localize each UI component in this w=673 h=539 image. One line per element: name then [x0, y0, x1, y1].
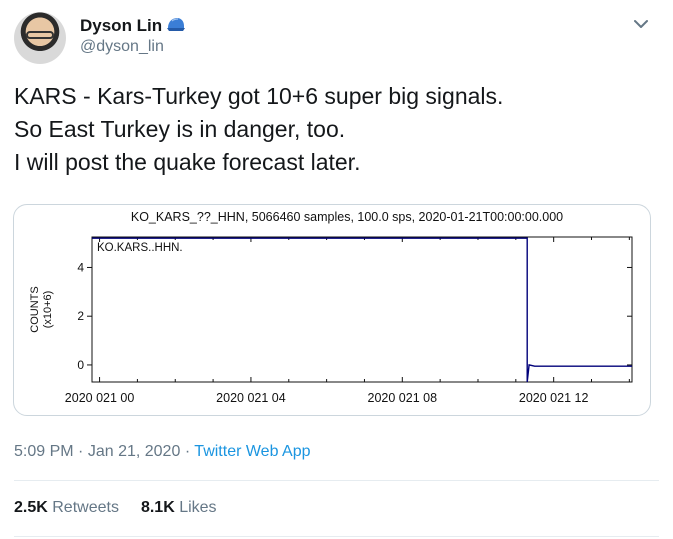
series-line [92, 237, 632, 383]
likes-count: 8.1K [140, 499, 175, 516]
divider [14, 536, 659, 537]
likes-stat[interactable]: 8.1K Likes [141, 499, 217, 516]
y-tick-label: 2 [77, 309, 84, 323]
seismogram-chart: KO_KARS_??_HHN, 5066460 samples, 100.0 s… [29, 210, 633, 405]
y-ticks: 0 2 4 [77, 260, 632, 372]
x-ticks: 2020 021 00 2020 021 04 2020 021 08 2020 02… [65, 237, 630, 405]
x-tick-label: 2020 021 04 [216, 391, 286, 405]
chevron-down-icon[interactable] [631, 14, 651, 34]
user-handle[interactable]: @dyson_lin [80, 38, 164, 55]
x-tick-label: 2020 021 12 [519, 391, 589, 405]
tweet-time[interactable]: 5:09 PM [14, 443, 74, 460]
series-group [92, 237, 632, 383]
tweet-line: KARS - Kars-Turkey got 10+6 super big si… [14, 83, 504, 109]
plot-frame [91, 236, 633, 383]
user-name-text: Dyson Lin [80, 16, 163, 35]
series-label: KO.KARS..HHN. [97, 242, 183, 254]
avatar[interactable] [14, 12, 66, 64]
avatar-glasses [26, 31, 54, 39]
retweets-label: Retweets [52, 499, 119, 516]
blue-cap-icon [166, 17, 186, 38]
x-tick-label: 2020 021 08 [368, 391, 438, 405]
likes-label: Likes [179, 499, 217, 516]
user-name[interactable]: Dyson Lin [80, 16, 186, 38]
media-image-seismogram[interactable]: KO_KARS_??_HHN, 5066460 samples, 100.0 s… [13, 204, 651, 416]
meta-separator: · [78, 443, 84, 460]
y-tick-label: 4 [77, 260, 84, 274]
y-axis-unit: (x10+6) [42, 291, 54, 329]
tweet-header: Dyson Lin @dyson_lin [14, 10, 659, 66]
x-tick-label: 2020 021 00 [65, 391, 135, 405]
source-app-link[interactable]: Twitter Web App [194, 443, 311, 460]
y-axis-label: COUNTS [29, 286, 41, 332]
meta-separator: · [184, 443, 191, 460]
y-tick-label: 0 [77, 358, 84, 372]
tweet-line: So East Turkey is in danger, too. [14, 116, 346, 142]
tweet-date[interactable]: Jan 21, 2020 [87, 443, 181, 460]
tweet-line: I will post the quake forecast later. [14, 149, 361, 175]
retweets-stat[interactable]: 2.5K Retweets [14, 499, 119, 516]
divider [14, 480, 659, 481]
tweet-timestamp: 5:09 PM · Jan 21, 2020 · Twitter Web App [14, 443, 311, 461]
retweets-count: 2.5K [14, 499, 48, 516]
tweet-text: KARS - Kars-Turkey got 10+6 super big si… [14, 80, 654, 179]
chart-title: KO_KARS_??_HHN, 5066460 samples, 100.0 s… [131, 210, 563, 224]
tweet-stats: 2.5K Retweets 8.1K Likes [14, 499, 217, 517]
